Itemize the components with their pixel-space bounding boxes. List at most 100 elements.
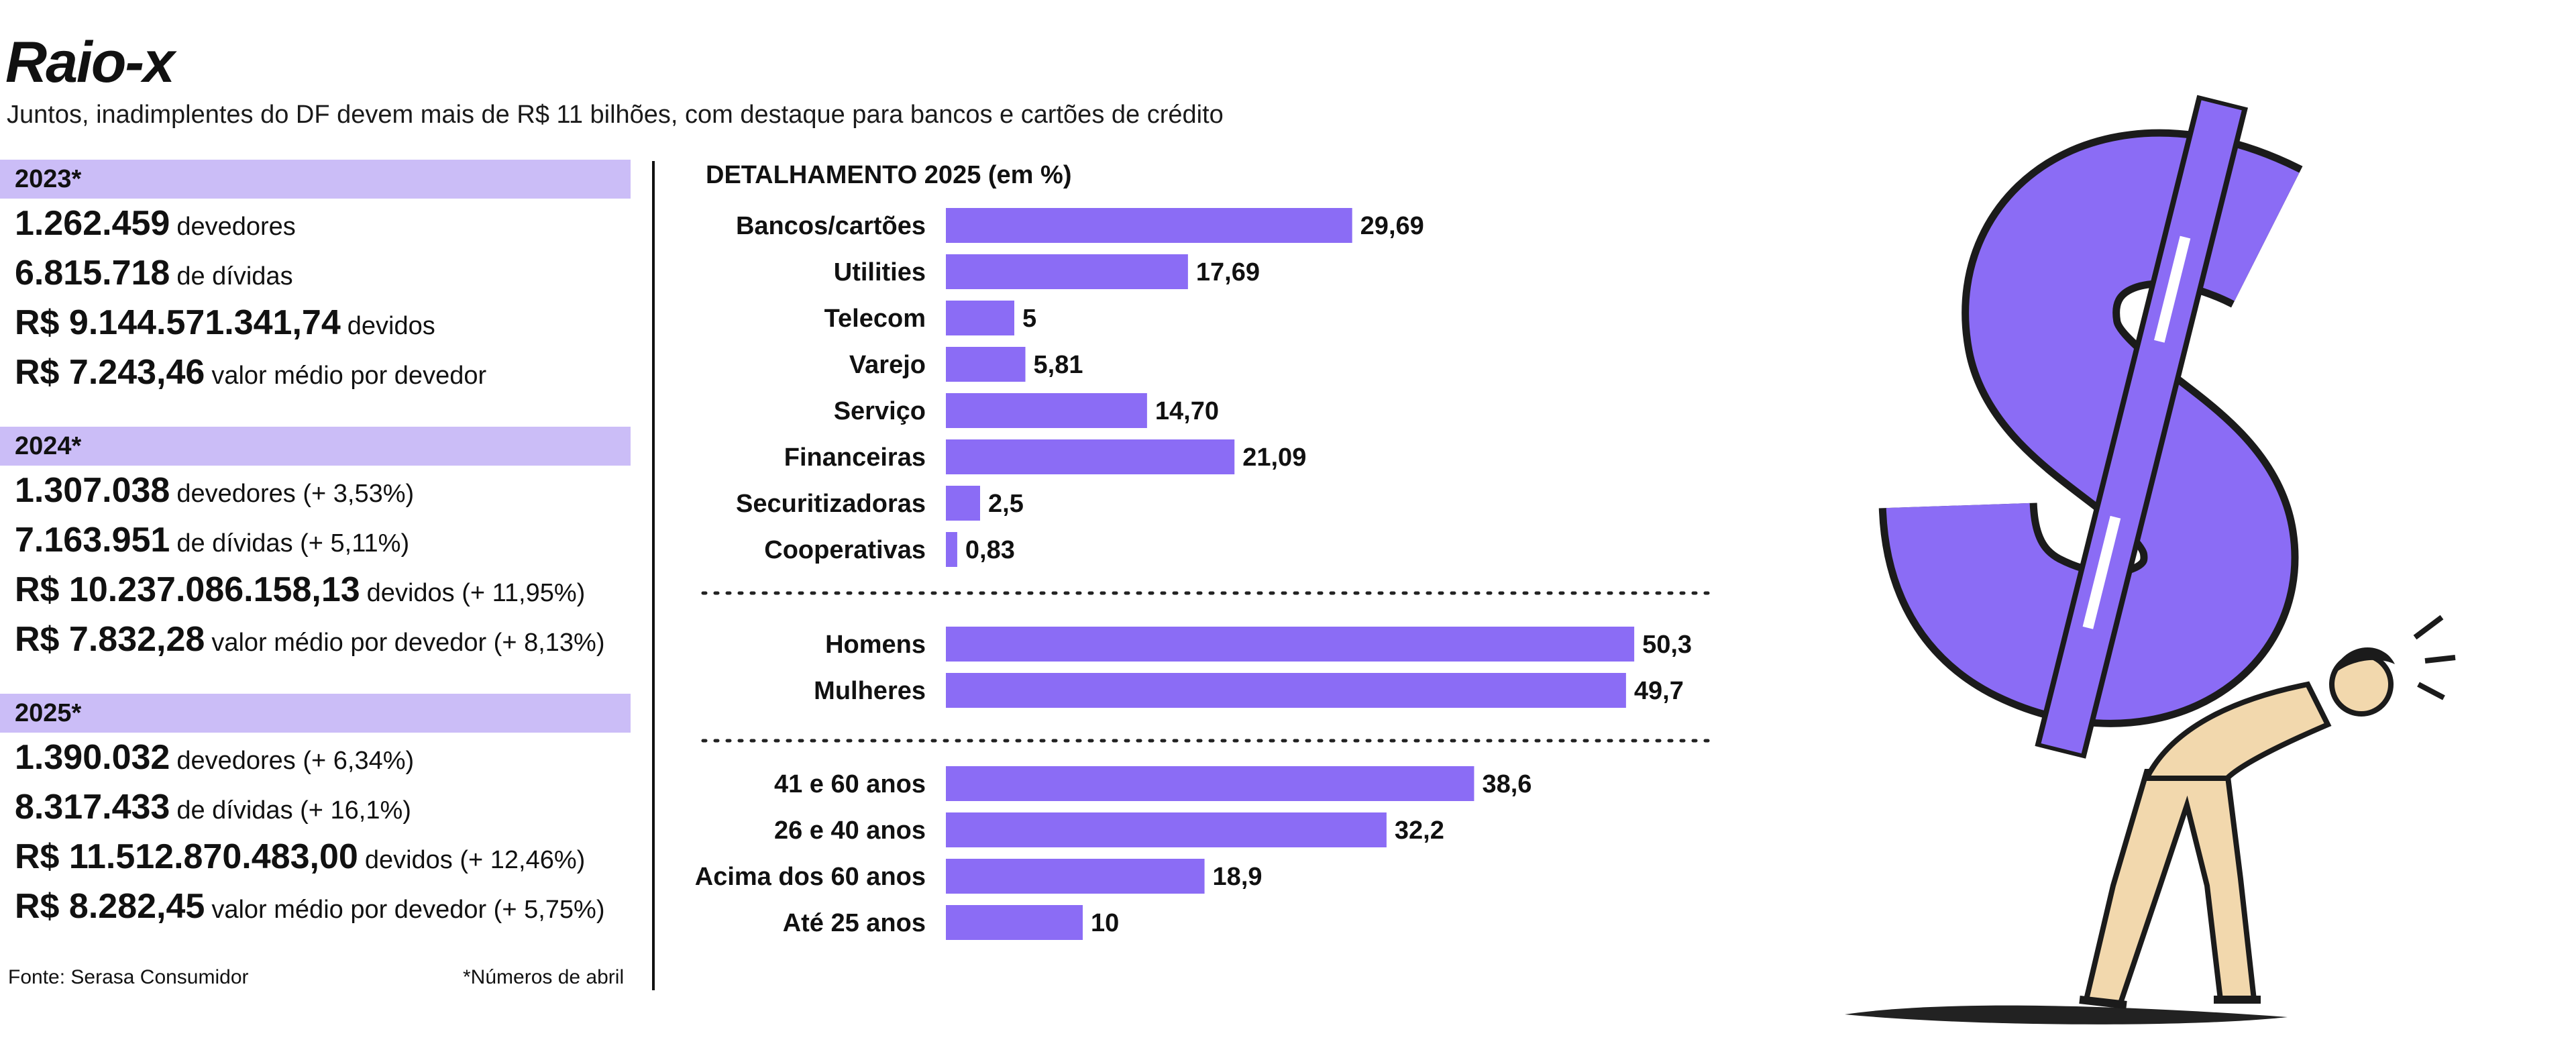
bar <box>946 627 1635 662</box>
yearly-summary: 2023* 1.262.459 devedores 6.815.718 de dív… <box>0 160 631 961</box>
bar <box>946 766 1474 801</box>
stat-line: R$ 11.512.870.483,00 devidos (+ 12,46%) <box>0 832 631 882</box>
category-label: Serviço <box>834 397 926 425</box>
category-label: Homens <box>825 631 926 659</box>
data-label: 32,2 <box>1395 816 1444 845</box>
data-label: 2,5 <box>988 490 1024 518</box>
category-label: Mulheres <box>814 677 926 705</box>
stat-value: 1.307.038 <box>15 471 170 510</box>
bar <box>946 254 1188 289</box>
stat-text: devedores (+ 3,53%) <box>176 480 415 508</box>
stat-value: R$ 7.832,28 <box>15 620 205 659</box>
stat-value: R$ 9.144.571.341,74 <box>15 303 341 342</box>
data-label: 5,81 <box>1034 351 1083 379</box>
year-label: 2024* <box>0 427 631 466</box>
column-divider <box>652 161 655 990</box>
data-label: 50,3 <box>1642 631 1692 659</box>
stat-line: R$ 7.832,28 valor médio por devedor (+ 8,… <box>0 615 631 664</box>
ground-shadow <box>1845 1005 2288 1024</box>
strain-marks <box>2413 615 2456 700</box>
bar <box>946 486 980 521</box>
stat-text: de dívidas <box>176 262 293 291</box>
source-note: Fonte: Serasa Consumidor <box>8 966 249 988</box>
year-label: 2023* <box>0 160 631 199</box>
bar <box>946 905 1083 940</box>
stat-text: devedores (+ 6,34%) <box>176 747 415 775</box>
category-label: Securitizadoras <box>736 490 926 518</box>
bar <box>946 439 1235 474</box>
category-label: 26 e 40 anos <box>774 816 926 845</box>
stat-text: devedores <box>176 213 296 241</box>
category-label: Até 25 anos <box>783 909 926 937</box>
stat-value: 1.390.032 <box>15 738 170 777</box>
stat-text: de dívidas (+ 16,1%) <box>176 796 411 825</box>
data-label: 21,09 <box>1242 443 1306 472</box>
dollar-sign-carried-by-man-icon <box>1845 95 2456 1024</box>
year-block-2023: 2023* 1.262.459 devedores 6.815.718 de dív… <box>0 160 631 427</box>
stat-line: R$ 8.282,45 valor médio por devedor (+ 5,… <box>0 882 631 931</box>
stat-line: R$ 10.237.086.158,13 devidos (+ 11,95%) <box>0 565 631 615</box>
stat-value: 8.317.433 <box>15 788 170 827</box>
stat-line: R$ 7.243,46 valor médio por devedor <box>0 348 631 397</box>
bar <box>946 859 1205 894</box>
stat-line: 1.307.038 devedores (+ 3,53%) <box>0 466 631 515</box>
stat-line: 8.317.433 de dívidas (+ 16,1%) <box>0 782 631 832</box>
stat-text: valor médio por devedor (+ 5,75%) <box>211 896 605 924</box>
stat-value: 7.163.951 <box>15 521 170 560</box>
dollar-symbol <box>1878 95 2303 759</box>
data-label: 49,7 <box>1634 677 1684 705</box>
footnote: *Números de abril <box>463 966 625 988</box>
data-label: 18,9 <box>1213 863 1263 891</box>
bar <box>946 301 1014 335</box>
stat-text: devidos (+ 12,46%) <box>364 846 586 874</box>
man-legs <box>2083 769 2257 1008</box>
data-label: 14,70 <box>1155 397 1219 425</box>
bar <box>946 393 1147 428</box>
year-label: 2025* <box>0 694 631 733</box>
category-label: Cooperativas <box>764 536 926 564</box>
stat-text: devidos (+ 11,95%) <box>366 579 586 607</box>
category-label: Utilities <box>834 258 926 286</box>
year-block-2025: 2025* 1.390.032 devedores (+ 6,34%) 8.317… <box>0 694 631 961</box>
bar <box>946 673 1626 708</box>
stat-text: de dívidas (+ 5,11%) <box>176 529 410 558</box>
stat-text: valor médio por devedor (+ 8,13%) <box>211 629 605 657</box>
stat-line: 1.390.032 devedores (+ 6,34%) <box>0 733 631 782</box>
data-label: 0,83 <box>965 536 1015 564</box>
data-label: 38,6 <box>1482 770 1532 798</box>
data-label: 17,69 <box>1196 258 1260 286</box>
chart-title: DETALHAMENTO 2025 (em %) <box>706 161 1072 189</box>
stat-value: R$ 10.237.086.158,13 <box>15 570 360 609</box>
bar <box>946 812 1387 847</box>
stat-value: 6.815.718 <box>15 254 170 293</box>
page-subtitle: Juntos, inadimplentes do DF devem mais d… <box>7 101 1224 129</box>
category-label: Varejo <box>849 351 926 379</box>
stat-value: R$ 8.282,45 <box>15 887 205 926</box>
bar-chart: Bancos/cartões 29,69 Utilities 17,69 Telecom… <box>695 208 1714 940</box>
stat-line: 6.815.718 de dívidas <box>0 248 631 298</box>
category-label: Bancos/cartões <box>736 212 926 240</box>
bar <box>946 208 1352 243</box>
data-label: 10 <box>1091 909 1119 937</box>
stat-line: 1.262.459 devedores <box>0 199 631 248</box>
stat-value: R$ 11.512.870.483,00 <box>15 837 358 876</box>
stat-value: 1.262.459 <box>15 204 170 243</box>
man-torso <box>2142 681 2332 781</box>
page-title: Raio-x <box>5 30 175 95</box>
data-label: 29,69 <box>1360 212 1424 240</box>
stat-text: devidos <box>347 312 435 340</box>
stat-text: valor médio por devedor <box>211 362 487 390</box>
bar <box>946 532 957 567</box>
year-block-2024: 2024* 1.307.038 devedores (+ 3,53%) 7.163… <box>0 427 631 694</box>
man-hair <box>2333 647 2395 674</box>
stat-line: 7.163.951 de dívidas (+ 5,11%) <box>0 515 631 565</box>
stat-value: R$ 7.243,46 <box>15 353 205 392</box>
category-label: Telecom <box>824 305 926 333</box>
category-label: 41 e 60 anos <box>774 770 926 798</box>
stat-line: R$ 9.144.571.341,74 devidos <box>0 298 631 348</box>
data-label: 5 <box>1022 305 1036 333</box>
man-feet <box>2079 996 2261 1009</box>
category-label: Financeiras <box>784 443 926 472</box>
bar <box>946 347 1026 382</box>
category-label: Acima dos 60 anos <box>695 863 926 891</box>
